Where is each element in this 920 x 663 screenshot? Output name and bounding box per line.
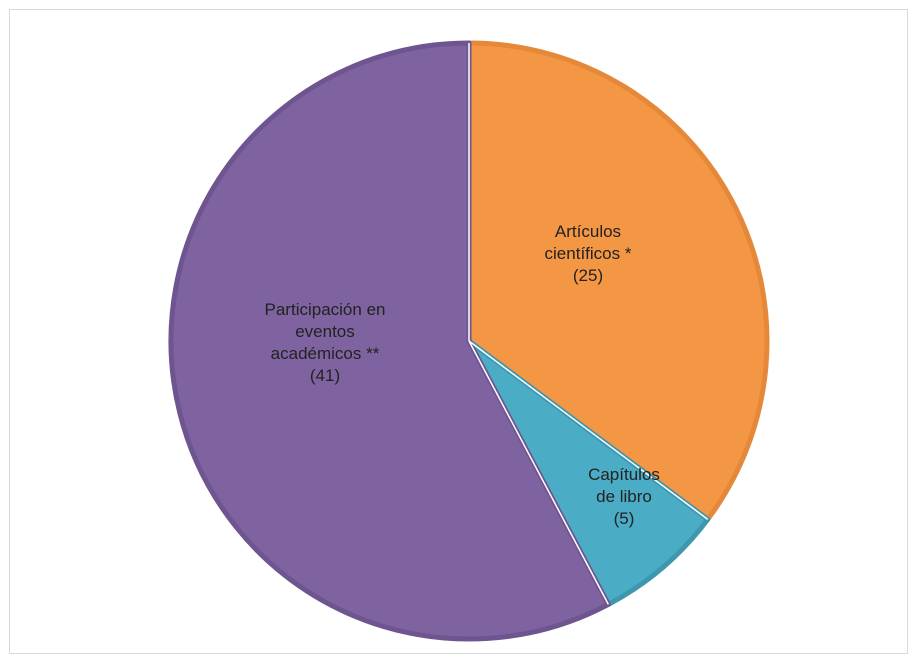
pie-slice-2 bbox=[168, 40, 611, 642]
slice-label-line: Capítulos bbox=[588, 465, 660, 484]
pie-slice-1 bbox=[466, 338, 711, 607]
slice-separator-2 bbox=[468, 340, 610, 605]
slice-label-line: eventos bbox=[295, 322, 355, 341]
slice-label-line: de libro bbox=[596, 487, 652, 506]
pie-slice-0 bbox=[466, 40, 770, 522]
slice-label-0: Artículos científicos * (25) bbox=[545, 222, 632, 285]
slice-label-line: científicos * bbox=[545, 244, 632, 263]
slice-label-1: Capítulos de libro (5) bbox=[588, 465, 660, 528]
slice-label-line: Artículos bbox=[555, 222, 621, 241]
slice-label-2: Participación en eventos académicos ** (41) bbox=[265, 300, 386, 385]
slice-label-line: (41) bbox=[310, 366, 340, 385]
slice-label-line: Participación en bbox=[265, 300, 386, 319]
slice-label-line: académicos ** bbox=[271, 344, 380, 363]
slice-separator-1 bbox=[468, 340, 709, 520]
slice-label-line: (25) bbox=[573, 266, 603, 285]
slice-label-line: (5) bbox=[614, 509, 635, 528]
